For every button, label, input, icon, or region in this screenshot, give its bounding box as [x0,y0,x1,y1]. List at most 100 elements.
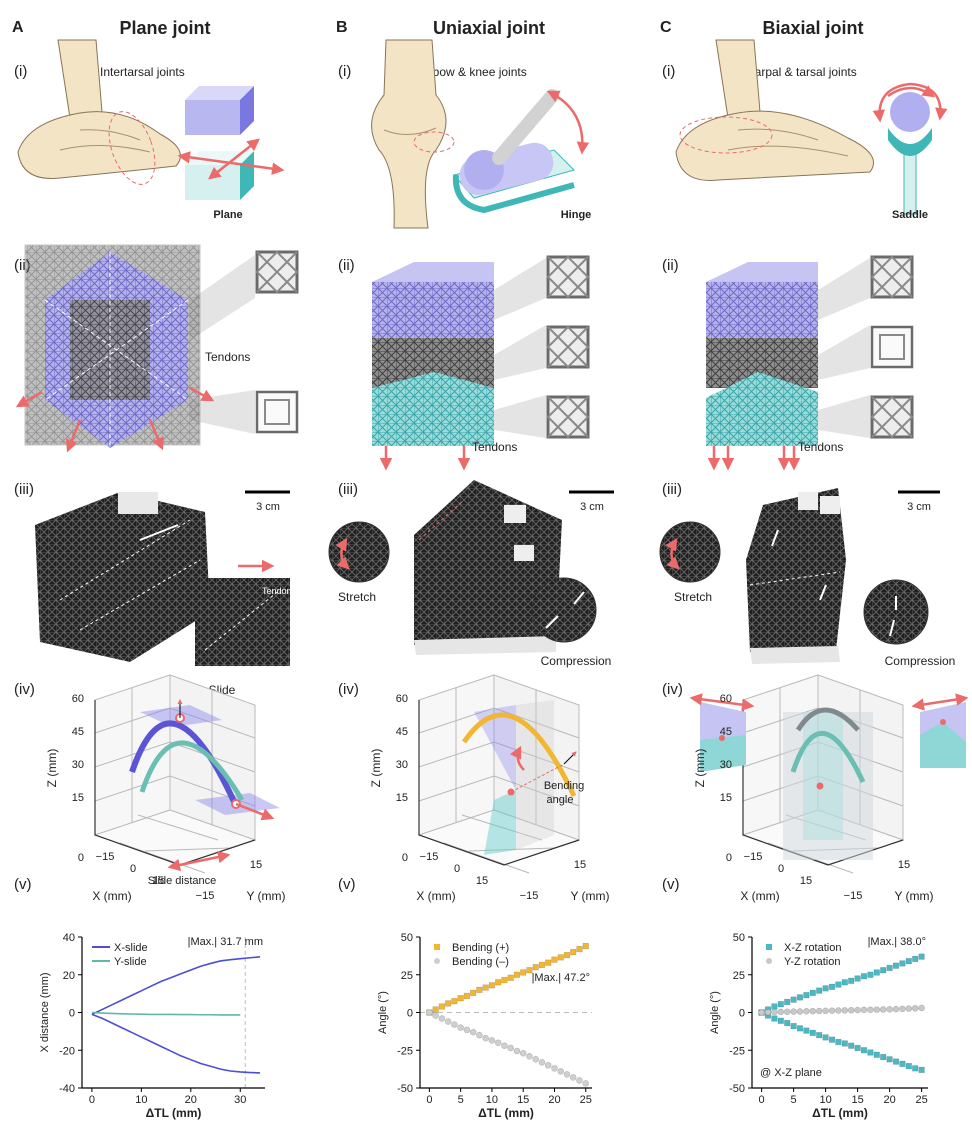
lattice-model-part [870,395,914,439]
lattice-model-part [870,325,914,369]
point [822,985,829,992]
z-tick-label: 0 [78,852,84,864]
x-tick-label: −15 [744,851,763,863]
point [816,987,823,994]
y-tick-label: 0 [739,1008,745,1020]
y-tick-label: 40 [63,932,75,944]
lattice-model-part [546,395,590,439]
trajectory-part [484,790,516,855]
y-axis-label: Y (mm) [894,889,933,903]
point [764,1008,772,1016]
point [841,1007,849,1014]
annotation: Tendon [262,586,292,596]
point [918,953,925,960]
trajectory-part [139,740,245,802]
x-tick-label: 10 [135,1094,147,1106]
foot-illustration-part [679,116,773,154]
point [822,1007,829,1015]
x-tick-label: 15 [152,875,164,887]
point [495,979,502,986]
saddle-joint-model-part [888,128,932,156]
photo-part [771,529,779,547]
z-tick-label: 30 [720,759,732,771]
point [563,1071,571,1078]
y-tick-label: 15 [574,859,586,871]
lattice-model-part [15,390,43,408]
z-tick-label: 15 [396,792,408,804]
y-tick-label: -25 [729,1045,745,1057]
saddle-joint-model [872,82,948,215]
plot-3d-frame [94,674,256,874]
y-axis-label: Y (mm) [570,889,609,903]
legend-label: X-Z rotation [784,942,841,954]
point [557,1068,565,1075]
column-c: C Biaxial joint (i) Carpal & tarsal join… [659,18,969,893]
point [912,955,919,962]
point [892,962,900,969]
photo-part [863,579,929,645]
point [569,1074,577,1081]
x-tick-label: 20 [185,1094,197,1106]
z-tick-label: 0 [726,852,732,864]
photo-part [820,496,840,514]
point [822,1034,829,1041]
joint-type: Hinge [561,209,592,221]
point [879,1006,887,1013]
point [445,1000,452,1007]
elbow-illustration-part [383,127,437,135]
foot-illustration [675,39,874,181]
x-tick-label: 20 [883,1094,895,1106]
x-tick-label: 0 [778,863,784,875]
legend-label: Y-Z rotation [784,956,840,968]
point [426,1009,433,1016]
point [488,1037,496,1044]
x-axis-label: X (mm) [92,889,131,903]
point [892,1058,900,1065]
saddle-joint-model-part [872,82,948,123]
trajectory-part [940,719,946,725]
point [905,958,912,965]
point [809,989,816,996]
point [777,1017,784,1024]
row-label: (iv) [14,681,35,698]
y-axis-label: Angle (°) [709,991,721,1034]
plane-joint-model-part [240,86,254,135]
row-label: (iii) [662,481,682,498]
point [835,981,842,988]
trajectory-part [920,722,966,768]
annotation: Slide distance [148,875,217,887]
photo-part [139,524,179,541]
column-a: A Plane joint (i) Intertarsal joints Pla… [12,18,299,893]
trajectory-part [911,693,969,711]
z-tick-label: 15 [720,792,732,804]
lattice-model-part [372,282,494,338]
row-label: (iv) [662,681,683,698]
lattice-model [372,255,590,471]
point [841,979,848,986]
joint-type: Saddle [892,209,928,221]
z-tick-label: 30 [396,759,408,771]
point [835,1038,842,1046]
z-axis-label: Z (mm) [45,749,59,788]
lattice-model-part [546,325,590,369]
foot-illustration-part [727,128,849,157]
point [488,982,496,989]
point [758,1009,765,1016]
lattice-model-part [706,262,818,282]
column-title: Biaxial joint [762,18,863,38]
point [848,1042,855,1049]
point [777,1008,785,1016]
point [463,992,471,999]
point [771,1003,778,1010]
point [899,960,906,967]
x-tick-label: 0 [130,863,136,875]
hinge-joint-model-part [492,89,559,165]
point [796,1025,804,1032]
panel-letter: C [660,19,672,36]
point [784,998,791,1006]
point [501,1042,508,1050]
x-tick-label: 10 [819,1094,831,1106]
row-label: (iii) [338,481,358,498]
point [538,1059,546,1066]
